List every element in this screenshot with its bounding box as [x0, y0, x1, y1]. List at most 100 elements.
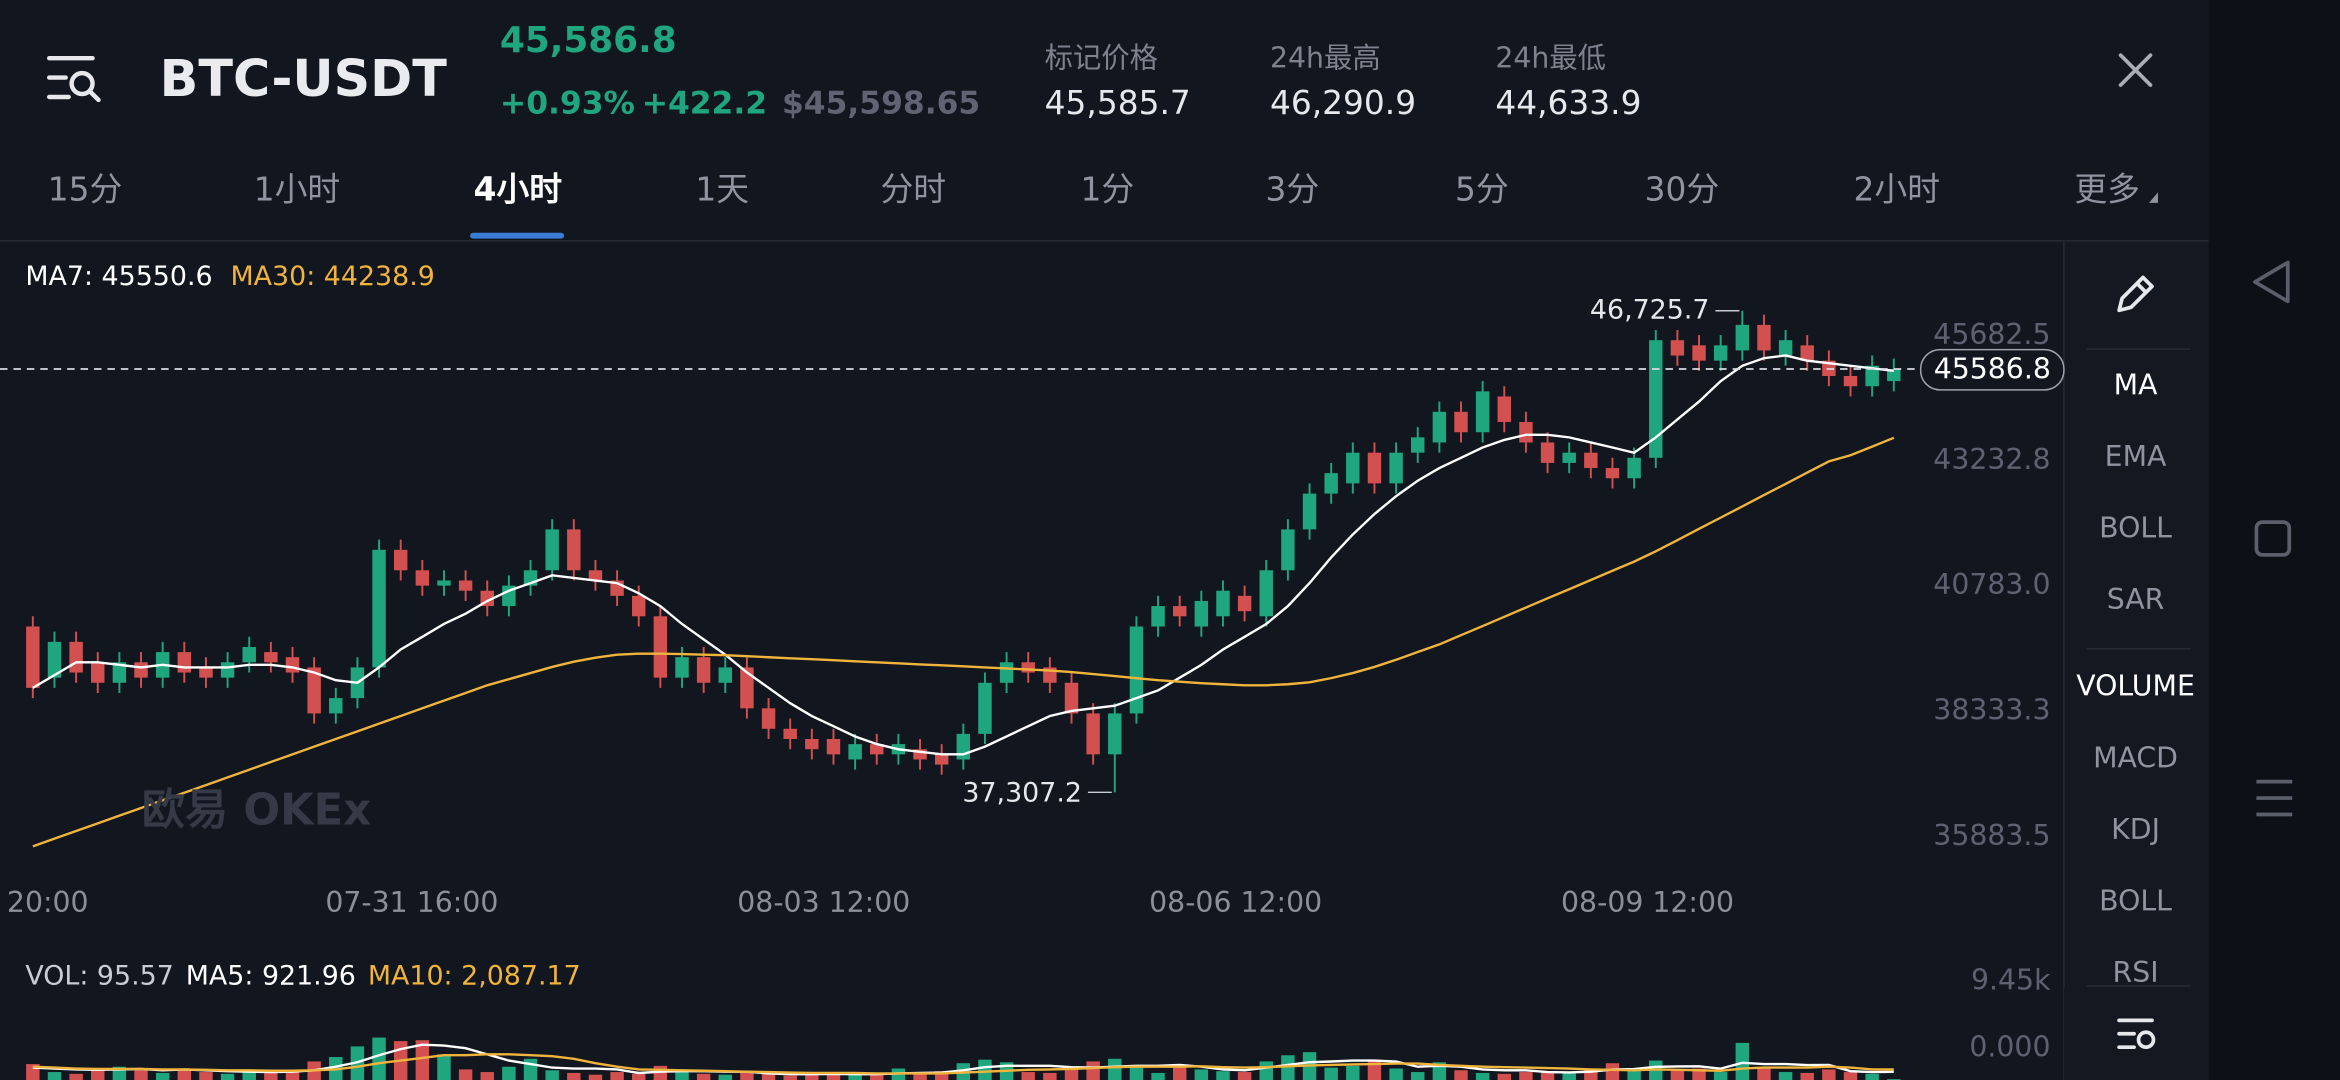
- volume-bar: [1519, 1072, 1533, 1080]
- price-axis-label: 35883.5: [1933, 819, 2050, 852]
- ma-legend: MA7: 45550.6: [25, 261, 212, 292]
- volume-bar: [588, 1074, 603, 1080]
- indicator-button[interactable]: KDJ: [2111, 813, 2160, 846]
- change: +422.2: [642, 85, 767, 121]
- settings-icon[interactable]: [2117, 1018, 2156, 1050]
- volume-bar: [1497, 1073, 1512, 1080]
- stat-value: 45,585.7: [1045, 84, 1191, 122]
- nav-back[interactable]: [2253, 260, 2290, 304]
- timeframe-tab[interactable]: 分时: [880, 170, 946, 208]
- candle-body: [1064, 682, 1079, 714]
- candle-body: [91, 662, 105, 683]
- volume-bar: [1389, 1068, 1403, 1080]
- timeframe-tab[interactable]: 1天: [695, 170, 749, 208]
- usd-price: $45,598.65: [782, 85, 980, 121]
- indicator-button[interactable]: BOLL: [2099, 884, 2172, 917]
- ma-legend: MA30: 44238.9: [231, 261, 435, 292]
- timeframe-tab[interactable]: 更多: [2074, 170, 2140, 208]
- volume-bar: [632, 1073, 646, 1080]
- candle-body: [1584, 452, 1598, 469]
- candle-body: [1432, 411, 1447, 443]
- indicator-button[interactable]: SAR: [2107, 583, 2165, 616]
- indicator-button[interactable]: BOLL: [2099, 512, 2172, 545]
- timeframe-tab[interactable]: 1小时: [254, 170, 341, 208]
- ma-line: [32, 436, 1895, 848]
- timeframe-tab[interactable]: 2小时: [1854, 170, 1941, 208]
- volume-bar: [1692, 1068, 1706, 1080]
- candle-body: [1259, 570, 1273, 617]
- volume-bar: [870, 1074, 884, 1080]
- volume-bar: [567, 1072, 581, 1080]
- volume-bar: [1021, 1072, 1035, 1080]
- indicator-button[interactable]: RSI: [2113, 956, 2159, 989]
- indicator-button[interactable]: VOLUME: [2076, 670, 2195, 703]
- time-axis-label: 08-09 12:00: [1561, 886, 1734, 919]
- candle-body: [1497, 396, 1512, 423]
- stat-value: 46,290.9: [1270, 84, 1416, 122]
- candle-body: [242, 646, 256, 663]
- symbol[interactable]: BTC-USDT: [160, 49, 448, 108]
- volume-bar: [285, 1072, 300, 1080]
- nav-home[interactable]: [2254, 520, 2292, 557]
- indicator-button[interactable]: MACD: [2093, 741, 2178, 774]
- candle-body: [112, 662, 127, 683]
- candle-body: [826, 738, 841, 755]
- volume-bar: [242, 1071, 256, 1080]
- candle-body: [783, 728, 797, 739]
- volume-bar: [155, 1072, 170, 1080]
- volume-bar: [761, 1073, 776, 1080]
- candle-body: [696, 657, 711, 683]
- more-arrow: [2148, 192, 2158, 203]
- candle-body: [1627, 457, 1641, 479]
- volume-bar: [1822, 1069, 1836, 1080]
- volume-bar: [1454, 1070, 1468, 1080]
- volume-bar: [1108, 1058, 1122, 1080]
- draw-icon[interactable]: [2117, 275, 2154, 313]
- indicator-button[interactable]: EMA: [2105, 440, 2167, 473]
- menu-icon[interactable]: [47, 55, 101, 103]
- volume-bar: [1367, 1059, 1382, 1080]
- volume-bar: [1713, 1072, 1728, 1080]
- candle-body: [1757, 324, 1771, 351]
- volume-bar: [783, 1075, 797, 1080]
- timeframe-tab[interactable]: 1分: [1080, 170, 1134, 208]
- volume-bar: [610, 1072, 624, 1080]
- candle-body: [805, 738, 819, 750]
- volume-bar: [91, 1069, 105, 1080]
- time-axis-label: 08-06 12:00: [1149, 886, 1322, 919]
- volume-bar: [718, 1074, 732, 1080]
- timeframe-tab[interactable]: 15分: [48, 170, 123, 208]
- volume-bar: [1778, 1072, 1793, 1080]
- indicator-button[interactable]: MA: [2114, 368, 2158, 401]
- ma-line: [32, 1043, 1894, 1076]
- volume-bar: [545, 1070, 559, 1080]
- candle-body: [1389, 452, 1403, 484]
- volume-bar: [1086, 1061, 1100, 1080]
- volume-bar: [740, 1072, 754, 1080]
- candle-body: [372, 549, 386, 668]
- candle-body: [545, 529, 559, 571]
- candle-body: [1865, 365, 1879, 387]
- timeframe-tab[interactable]: 4小时: [474, 170, 563, 208]
- candle-body: [632, 595, 646, 617]
- volume-bar: [47, 1072, 62, 1080]
- volume-legend: MA10: 2,087.17: [368, 961, 581, 992]
- candle-body: [1021, 662, 1035, 673]
- volume-bar: [1043, 1072, 1057, 1080]
- current-price-box: [1919, 348, 2065, 391]
- timeframe-tab[interactable]: 30分: [1645, 170, 1720, 208]
- time-axis-label: 20:00: [7, 886, 89, 919]
- candle-body: [264, 652, 278, 663]
- volume-bar: [1281, 1055, 1295, 1080]
- price-axis-label: 45682.5: [1933, 318, 2050, 351]
- volume-bar: [1259, 1061, 1273, 1080]
- candle-body: [329, 698, 343, 714]
- timeframe-tab[interactable]: 5分: [1455, 170, 1509, 208]
- timeframe-tab[interactable]: 3分: [1266, 170, 1320, 208]
- close-icon[interactable]: [2118, 53, 2153, 87]
- candle-body: [1887, 369, 1901, 382]
- nav-recent[interactable]: [2256, 779, 2293, 817]
- volume-bar: [480, 1072, 494, 1080]
